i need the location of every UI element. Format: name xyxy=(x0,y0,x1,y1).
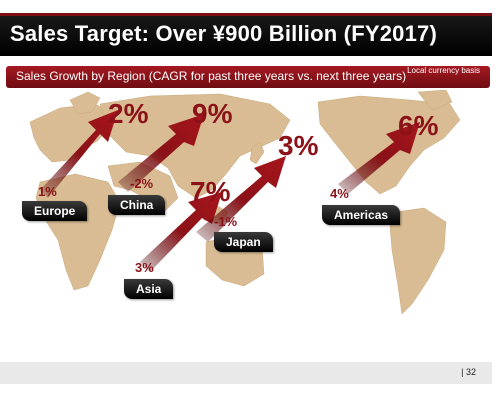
europe-arrow xyxy=(40,110,118,198)
japan-arrow xyxy=(196,156,286,242)
currency-basis-note: Local currency basis xyxy=(407,66,480,75)
banner-text: Sales Growth by Region (CAGR for past th… xyxy=(16,69,407,83)
japan-past-growth: -1% xyxy=(214,214,238,229)
region-label-japan: Japan xyxy=(214,232,273,252)
china-arrow xyxy=(118,114,204,192)
footer-bar: | 32 xyxy=(0,362,492,384)
scandinavia-landmass xyxy=(69,91,101,115)
region-label-europe: Europe xyxy=(22,201,88,221)
americas-arrow xyxy=(338,122,420,194)
asia-past-growth: 3% xyxy=(135,260,154,275)
region-label-china: China xyxy=(108,195,166,215)
asia-landmass xyxy=(99,93,291,199)
asia-next-growth: 7% xyxy=(190,176,231,207)
asia-arrow xyxy=(140,192,222,272)
americas-past-growth: 4% xyxy=(330,186,349,201)
subtitle-banner: Sales Growth by Region (CAGR for past th… xyxy=(6,66,490,88)
europe-next-growth: 2% xyxy=(108,98,149,129)
title-accent xyxy=(0,13,492,16)
japan-landmass xyxy=(249,141,265,165)
region-label-asia: Asia xyxy=(124,279,174,299)
title-bar: Sales Target: Over ¥900 Billion (FY2017) xyxy=(0,13,492,56)
china-past-growth: -2% xyxy=(130,176,154,191)
region-label-americas: Americas xyxy=(322,205,401,225)
americas-next-growth: 6% xyxy=(398,110,439,141)
china-next-growth: 9% xyxy=(192,98,233,129)
greenland-landmass xyxy=(417,90,453,111)
north-america-landmass xyxy=(317,95,461,195)
page-title: Sales Target: Over ¥900 Billion (FY2017) xyxy=(10,21,437,46)
south-america-landmass xyxy=(389,207,447,315)
europe-past-growth: 1% xyxy=(38,184,57,199)
page-number: | 32 xyxy=(461,367,476,377)
world-map xyxy=(29,90,461,315)
japan-next-growth: 3% xyxy=(278,130,319,161)
